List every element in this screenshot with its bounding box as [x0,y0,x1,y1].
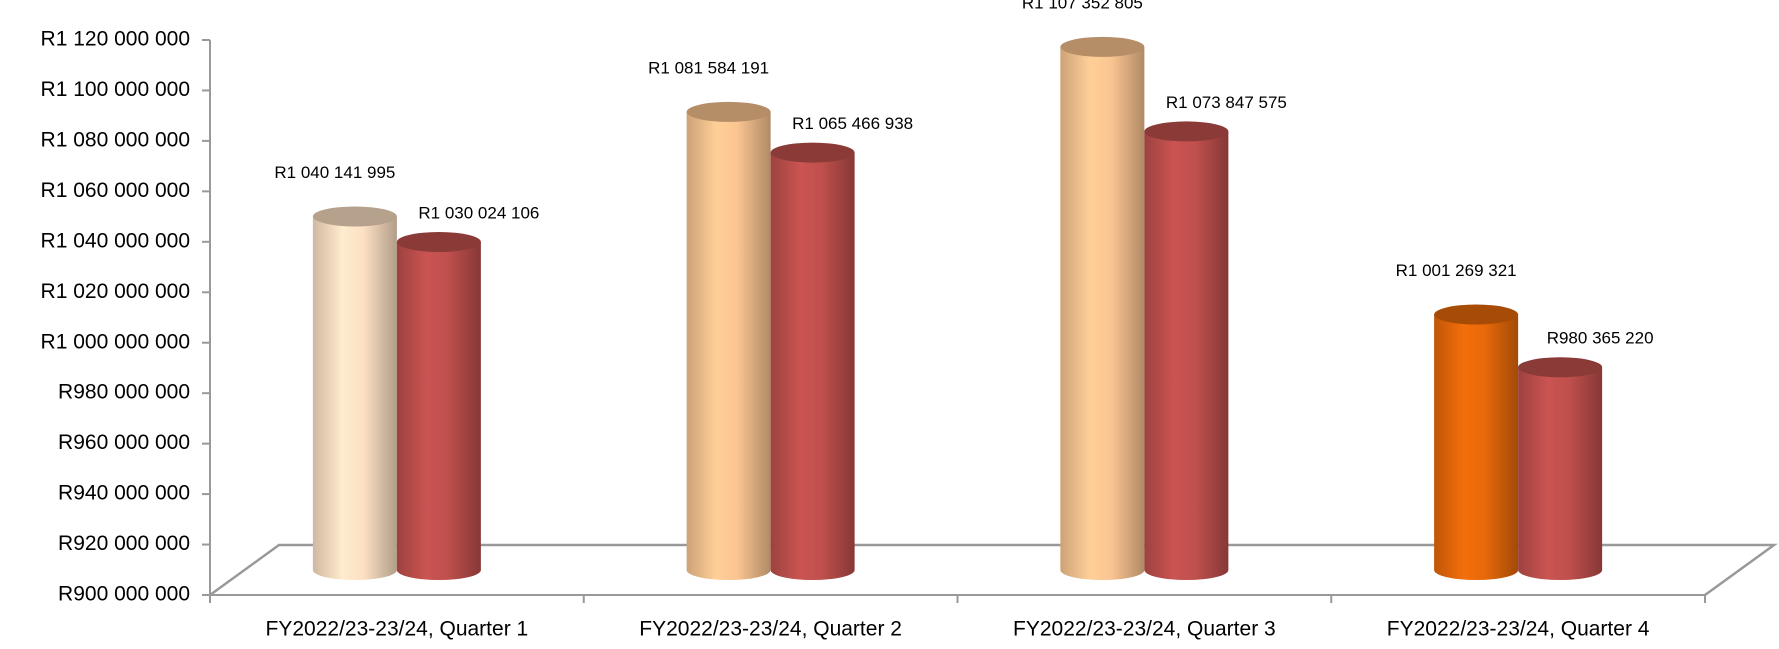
bar-top [1518,357,1603,378]
value-label: R1 030 024 106 [418,203,539,222]
y-tick-label: R940 000 000 [58,482,190,505]
bar-top [396,231,481,252]
bar-top [1060,36,1145,57]
bar [770,152,855,581]
x-tick-label: FY2022/23-23/24, Quarter 3 [1013,618,1276,641]
floor [209,543,1778,597]
bar [1144,131,1229,580]
bar [1060,46,1145,581]
y-tick-label: R900 000 000 [58,583,190,606]
bar [396,241,481,581]
y-tick-label: R1 020 000 000 [41,280,190,303]
x-tick-label: FY2022/23-23/24, Quarter 4 [1387,618,1650,641]
value-label: R1 065 466 938 [792,114,913,133]
bar-top [1144,121,1229,142]
x-tick-label: FY2022/23-23/24, Quarter 2 [639,618,902,641]
value-label: R1 040 141 995 [274,163,395,182]
value-label: R1 081 584 191 [648,58,769,77]
y-tick-label: R1 120 000 000 [41,28,190,51]
y-tick-label: R920 000 000 [58,532,190,555]
y-tick-label: R1 080 000 000 [41,128,190,151]
y-tick-label: R1 100 000 000 [41,78,190,101]
bar-top [312,206,397,227]
y-tick-label: R1 060 000 000 [41,179,190,202]
value-label: R1 073 847 575 [1166,93,1287,112]
y-tick-label: R960 000 000 [58,431,190,454]
x-tick-label: FY2022/23-23/24, Quarter 1 [266,618,529,641]
bar-top [1434,304,1519,325]
bar [1518,367,1603,580]
value-label: R1 107 352 805 [1022,0,1143,12]
value-label: R980 365 220 [1547,329,1654,348]
bar [312,216,397,580]
bar [686,111,771,581]
bar-top [770,142,855,163]
y-tick-label: R1 000 000 000 [41,330,190,353]
y-tick-label: R1 040 000 000 [41,229,190,252]
bar-top [686,101,771,122]
value-label: R1 001 269 321 [1396,261,1517,280]
y-tick-label: R980 000 000 [58,381,190,404]
bar [1434,314,1519,580]
